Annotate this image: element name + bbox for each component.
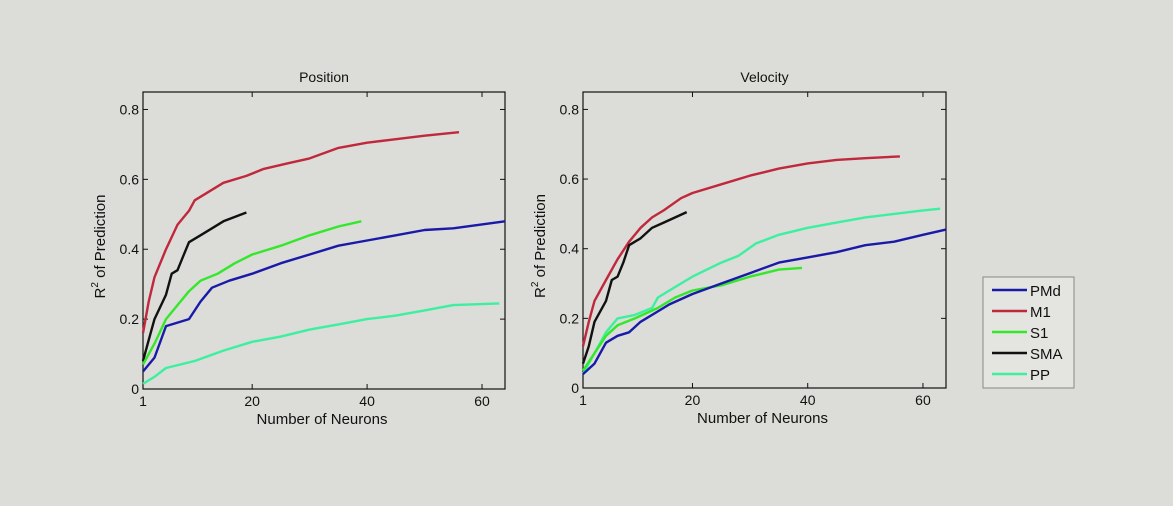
series-line-m1 bbox=[141, 131, 460, 334]
y-tick-label: 0.8 bbox=[120, 101, 140, 117]
x-tick-label: 1 bbox=[579, 392, 587, 408]
y-axis-label-sup: 2 bbox=[90, 282, 101, 288]
x-axis-label: Number of Neurons bbox=[257, 411, 388, 428]
chart-velocity: Velocity 1 20 40 60 0 0.2 0.4 0.6 0.8 Number of Ne… bbox=[530, 69, 947, 427]
series-line-sma bbox=[141, 211, 247, 362]
y-tick-label: 0.2 bbox=[560, 310, 580, 326]
y-tick-label: 0.2 bbox=[120, 311, 140, 327]
chart-title: Velocity bbox=[740, 69, 788, 85]
x-tick-label: 1 bbox=[139, 393, 147, 409]
series-line-s1 bbox=[581, 266, 803, 372]
y-axis-label-sup: 2 bbox=[530, 281, 541, 287]
plot-frame bbox=[582, 91, 947, 389]
y-axis-label-r: R bbox=[92, 287, 109, 298]
series-line-s1 bbox=[141, 220, 362, 366]
y-tick-label: 0 bbox=[571, 380, 579, 396]
series-line-pp bbox=[142, 302, 500, 385]
series-line-pp bbox=[581, 207, 941, 375]
chart-title: Position bbox=[299, 69, 349, 85]
x-tick-label: 40 bbox=[359, 393, 375, 409]
y-tick-label: 0.8 bbox=[560, 101, 580, 117]
x-tick-label: 20 bbox=[244, 393, 260, 409]
y-tick-label: 0.4 bbox=[120, 241, 140, 257]
y-tick-label: 0.6 bbox=[560, 171, 580, 187]
chart-position: Position 1 20 40 60 0 0.2 0.4 0.6 0.8 Number of Ne… bbox=[90, 69, 506, 428]
y-axis-label: R2 of Prediction bbox=[90, 195, 109, 299]
series-line-m1 bbox=[581, 155, 900, 347]
legend-label-sma: SMA bbox=[1030, 346, 1063, 363]
legend-label-m1: M1 bbox=[1030, 304, 1051, 321]
y-axis-label: R2 of Prediction bbox=[530, 194, 549, 298]
legend-label-pp: PP bbox=[1030, 367, 1050, 384]
series-line-sma bbox=[581, 211, 688, 364]
legend-label-pmd: PMd bbox=[1030, 283, 1061, 300]
y-tick-label: 0.6 bbox=[120, 171, 140, 187]
series-line-pmd bbox=[142, 220, 506, 373]
legend-label-s1: S1 bbox=[1030, 325, 1048, 342]
x-tick-label: 60 bbox=[474, 393, 490, 409]
x-tick-label: 60 bbox=[915, 392, 931, 408]
x-axis-label: Number of Neurons bbox=[697, 410, 828, 427]
y-axis-label-r: R bbox=[532, 287, 549, 298]
y-tick-label: 0 bbox=[131, 381, 139, 397]
series-line-pmd bbox=[582, 228, 947, 375]
plot-frame bbox=[142, 91, 506, 390]
y-axis-label-rest: of Prediction bbox=[92, 195, 109, 283]
y-axis-label-rest: of Prediction bbox=[532, 194, 549, 282]
x-tick-label: 40 bbox=[800, 392, 816, 408]
legend: PMd M1 S1 SMA PP bbox=[982, 276, 1075, 389]
y-tick-label: 0.4 bbox=[560, 241, 580, 257]
x-tick-label: 20 bbox=[685, 392, 701, 408]
